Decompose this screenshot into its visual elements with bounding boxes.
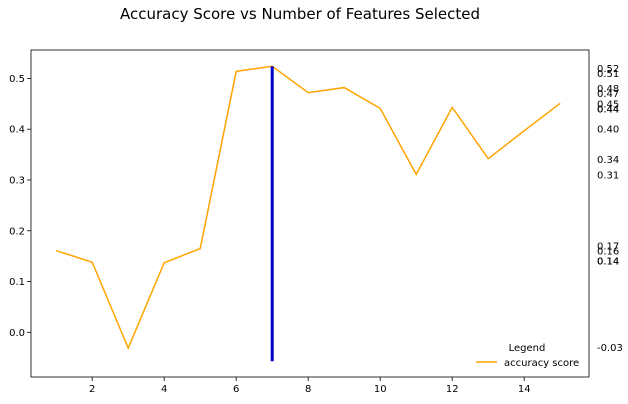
legend-entry-accuracy-score: accuracy score bbox=[504, 358, 579, 369]
x-tick-label: 14 bbox=[518, 384, 531, 395]
y-tick-label: 0.5 bbox=[9, 74, 25, 85]
y-tick-label: 0.0 bbox=[9, 328, 25, 339]
x-tick-label: 6 bbox=[233, 384, 239, 395]
y-tick-label: 0.3 bbox=[9, 175, 25, 186]
y-tick-label: 0.1 bbox=[9, 277, 25, 288]
right-value-label: 0.31 bbox=[597, 170, 619, 181]
data-points bbox=[56, 66, 560, 348]
right-value-label: 0.44 bbox=[597, 104, 619, 115]
x-axis: 2 4 6 8 10 12 14 bbox=[89, 377, 531, 395]
y-tick-label: 0.4 bbox=[9, 125, 25, 136]
x-tick-label: 4 bbox=[161, 384, 167, 395]
legend: Legend accuracy score bbox=[476, 343, 579, 369]
x-tick-label: 10 bbox=[374, 384, 387, 395]
right-value-label: 0.14 bbox=[597, 257, 619, 268]
accuracy-score-line bbox=[56, 66, 560, 348]
legend-title: Legend bbox=[509, 343, 546, 354]
x-tick-label: 12 bbox=[446, 384, 459, 395]
chart-title: Accuracy Score vs Number of Features Sel… bbox=[120, 5, 480, 23]
y-tick-label: 0.2 bbox=[9, 226, 25, 237]
right-value-label: 0.51 bbox=[597, 69, 619, 80]
right-value-label: 0.34 bbox=[597, 155, 619, 166]
y-axis: 0.0 0.1 0.2 0.3 0.4 0.5 bbox=[9, 74, 31, 339]
x-tick-label: 2 bbox=[89, 384, 95, 395]
plot-area-frame bbox=[31, 50, 589, 377]
right-value-label: -0.03 bbox=[597, 343, 623, 354]
x-tick-label: 8 bbox=[305, 384, 311, 395]
right-value-label: 0.40 bbox=[597, 125, 619, 136]
right-value-labels: 0.520.510.480.470.450.440.440.400.340.31… bbox=[597, 64, 623, 354]
